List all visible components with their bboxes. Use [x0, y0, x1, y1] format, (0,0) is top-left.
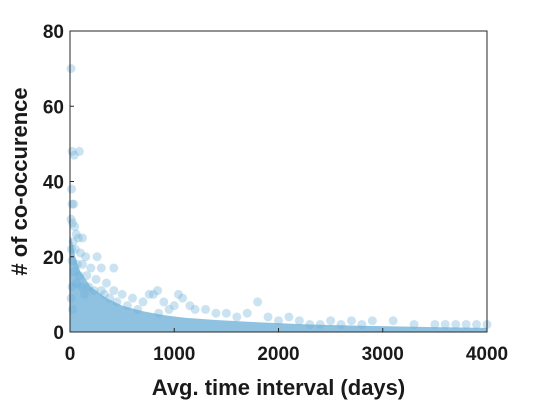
scatter-point: [346, 316, 356, 326]
scatter-point: [133, 304, 143, 314]
scatter-point: [274, 316, 283, 326]
scatter-point: [242, 308, 252, 318]
scatter-point: [388, 316, 398, 326]
x-axis-ticks: 0 1000 2000 3000 4000: [65, 328, 508, 365]
scatter-point: [70, 222, 80, 232]
scatter-point: [461, 319, 471, 329]
scatter-point: [451, 319, 461, 329]
scatter-point: [74, 271, 84, 281]
scatter-point: [81, 252, 91, 262]
scatter-point: [253, 297, 263, 307]
scatter-point: [315, 319, 325, 329]
scatter-point: [159, 297, 169, 307]
scatter-point: [128, 293, 138, 303]
scatter-point: [472, 319, 482, 329]
scatter-point: [78, 233, 88, 243]
scatter-point: [190, 304, 200, 314]
scatter-point: [336, 319, 346, 329]
scatter-point: [92, 252, 102, 262]
scatter-points: [66, 64, 492, 332]
scatter-point: [440, 319, 450, 329]
scatter-point: [357, 319, 367, 329]
scatter-point: [105, 293, 115, 303]
scatter-point: [201, 304, 211, 314]
scatter-point: [138, 297, 148, 307]
scatter-point: [73, 233, 83, 243]
scatter-point: [185, 301, 195, 311]
scatter-point: [69, 199, 79, 209]
scatter-point: [86, 263, 96, 273]
scatter-point: [68, 304, 78, 314]
scatter-point: [367, 316, 377, 326]
y-tick-label: 80: [43, 22, 64, 43]
scatter-point: [117, 289, 127, 299]
scatter-point: [91, 274, 101, 284]
scatter-point: [78, 259, 88, 269]
scatter-point: [66, 293, 76, 303]
scatter-point: [221, 308, 231, 318]
scatter-point: [80, 289, 90, 299]
scatter-point: [67, 282, 77, 292]
scatter-point: [72, 259, 82, 269]
x-tick-label: 0: [65, 344, 76, 365]
scatter-point: [153, 286, 163, 296]
scatter-point: [96, 263, 106, 273]
x-axis-label: Avg. time interval (days): [152, 375, 405, 400]
scatter-point: [211, 308, 221, 318]
scatter-point: [66, 214, 76, 224]
scatter-point: [169, 301, 179, 311]
scatter-point: [71, 229, 81, 239]
scatter-point: [109, 286, 119, 296]
y-axis-label: # of co-occurence: [7, 87, 32, 275]
scatter-point: [112, 297, 122, 307]
scatter-point: [66, 64, 76, 74]
scatter-point: [430, 319, 440, 329]
scatter-point: [232, 312, 242, 322]
x-tick-label: 1000: [153, 344, 195, 365]
scatter-point: [67, 184, 77, 194]
scatter-point: [409, 319, 419, 329]
scatter-point: [284, 312, 294, 322]
scatter-point: [68, 237, 78, 247]
plot-area-frame: [69, 30, 488, 333]
scatter-point: [263, 312, 273, 322]
scatter-point: [76, 282, 86, 292]
scatter-point: [154, 308, 164, 318]
scatter-point: [173, 289, 183, 299]
scatter-point: [178, 293, 188, 303]
scatter-point: [84, 282, 94, 292]
y-tick-label: 20: [43, 248, 64, 269]
scatter-point: [70, 244, 80, 254]
scatter-point: [69, 150, 79, 160]
dense-point-band: [70, 234, 487, 332]
scatter-point: [99, 289, 109, 299]
scatter-point: [148, 289, 158, 299]
y-tick-label: 0: [53, 323, 64, 344]
x-tick-label: 4000: [466, 344, 508, 365]
y-tick-label: 60: [43, 97, 64, 118]
scatter-point: [164, 304, 174, 314]
scatter-point: [305, 319, 315, 329]
y-axis-ticks: 0 20 40 60 80: [43, 22, 74, 344]
scatter-point: [71, 278, 81, 288]
scatter-point: [109, 263, 119, 273]
scatter-point: [101, 278, 111, 288]
x-tick-label: 3000: [362, 344, 404, 365]
scatter-point: [326, 316, 336, 326]
scatter-point: [69, 267, 79, 277]
scatter-point: [82, 271, 92, 281]
scatter-point: [144, 289, 154, 299]
scatter-point: [96, 286, 106, 296]
scatter-point: [122, 301, 132, 311]
scatter-point: [89, 286, 99, 296]
scatter-point: [67, 244, 77, 254]
scatter-point: [294, 316, 304, 326]
scatter-point: [75, 248, 85, 258]
y-tick-label: 40: [43, 173, 64, 194]
scatter-point: [74, 146, 84, 156]
x-tick-label: 2000: [257, 344, 299, 365]
